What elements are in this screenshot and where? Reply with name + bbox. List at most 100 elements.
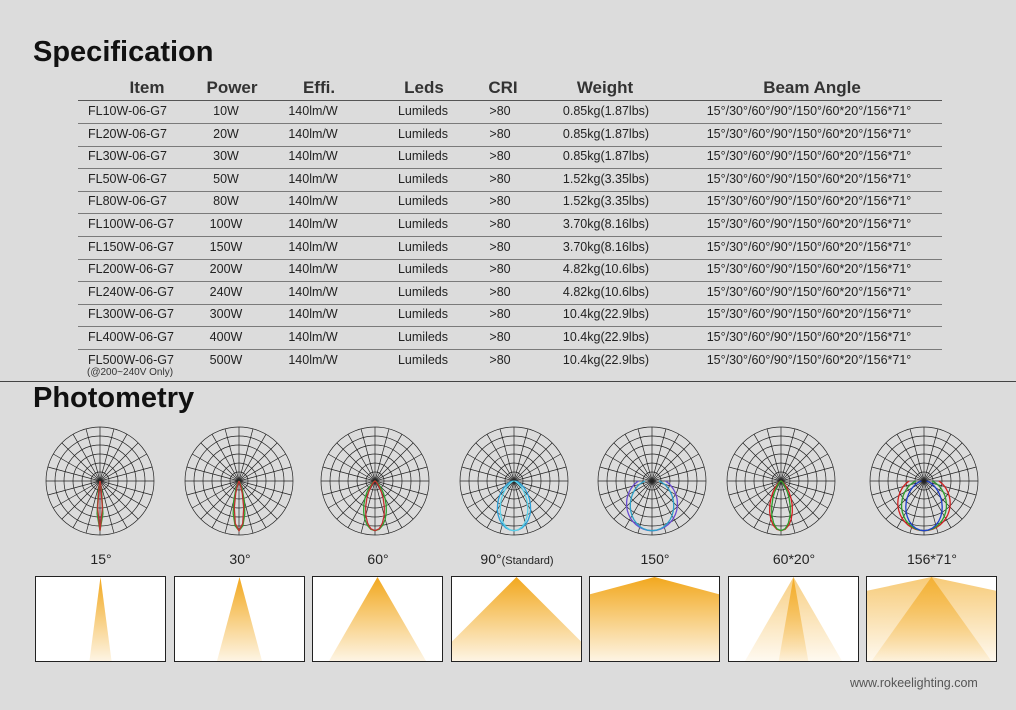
light-cone <box>452 577 581 661</box>
table-row: FL20W-06-G7 20W 140lm/W Lumileds >80 0.85kg(1… <box>0 124 1016 147</box>
cell-effi: 140lm/W <box>288 149 338 164</box>
cell-cri: >80 <box>489 126 511 141</box>
cell-effi: 140lm/W <box>288 352 338 367</box>
cell-leds: Lumileds <box>397 262 449 277</box>
light-cone <box>871 577 992 661</box>
cell-cri: >80 <box>489 262 511 277</box>
light-cone-icon <box>590 577 719 661</box>
beam-angle-label: 30° <box>178 551 302 567</box>
polar-diagram <box>45 426 155 536</box>
cell-cri: >80 <box>489 352 511 367</box>
light-cone-icon <box>89 577 112 661</box>
row-rule <box>78 190 942 192</box>
beam-angle-label: 15° <box>39 551 163 567</box>
table-row: FL400W-06-G7 400W 140lm/W Lumileds >80 10.4kg… <box>0 327 1016 350</box>
header-leds: Leds <box>404 78 444 97</box>
cell-weight: 1.52kg(3.35lbs) <box>562 194 650 209</box>
cell-effi: 140lm/W <box>288 307 338 322</box>
voltage-note: (@200~240V Only) <box>87 367 174 378</box>
photometry-title: Photometry <box>33 382 195 414</box>
header-weight: Weight <box>576 78 634 97</box>
header-beam-angle: Beam Angle <box>763 78 861 97</box>
row-rule <box>78 281 942 283</box>
light-cone-icon <box>867 577 996 661</box>
light-cone <box>590 577 719 661</box>
cell-effi: 140lm/W <box>288 239 338 254</box>
cell-cri: >80 <box>489 330 511 344</box>
cell-leds: Lumileds <box>397 194 449 209</box>
row-rule <box>78 303 942 305</box>
polar-grid-icon <box>869 426 979 536</box>
cell-weight: 4.82kg(10.6lbs) <box>562 284 650 299</box>
cell-weight: 0.85kg(1.87lbs) <box>562 104 650 118</box>
cell-effi: 140lm/W <box>288 104 338 118</box>
beam-angle-value: 60*20° <box>772 551 816 567</box>
cell-beam: 15°/30°/60°/90°/150°/60*20°/156*71° <box>706 262 912 277</box>
beam-spread-illustration <box>589 576 720 662</box>
beam-spread-illustration <box>866 576 997 662</box>
polar-diagram <box>726 426 836 536</box>
cell-beam: 15°/30°/60°/90°/150°/60*20°/156*71° <box>706 217 912 231</box>
cell-beam: 15°/30°/60°/90°/150°/60*20°/156*71° <box>706 307 912 322</box>
cell-cri: >80 <box>489 284 511 299</box>
cell-leds: Lumileds <box>397 307 449 322</box>
cell-cri: >80 <box>489 171 511 186</box>
cell-item: FL10W-06-G7 <box>88 104 167 118</box>
website-url: www.rokeelighting.com <box>850 676 978 690</box>
intensity-curve <box>771 480 791 532</box>
row-rule <box>78 213 942 215</box>
cell-cri: >80 <box>489 239 511 254</box>
header-power: Power <box>206 78 258 97</box>
cell-beam: 15°/30°/60°/90°/150°/60*20°/156*71° <box>706 126 912 141</box>
cell-cri: >80 <box>489 149 511 164</box>
row-rule <box>78 145 942 147</box>
section-divider <box>0 381 1016 382</box>
table-row: FL240W-06-G7 240W 140lm/W Lumileds >80 4.82kg… <box>0 282 1016 305</box>
cell-power: 80W <box>213 194 239 209</box>
intensity-curve <box>629 480 675 532</box>
cell-effi: 140lm/W <box>288 217 338 231</box>
cell-item: FL300W-06-G7 <box>88 307 174 322</box>
cell-item: FL100W-06-G7 <box>88 217 174 231</box>
cell-power: 150W <box>209 239 243 254</box>
beam-angle-value: 60° <box>367 551 389 567</box>
polar-diagram <box>869 426 979 536</box>
header-cri: CRI <box>488 78 518 97</box>
polar-grid-icon <box>184 426 294 536</box>
header-item: Item <box>129 78 165 97</box>
beam-spread-illustration <box>35 576 166 662</box>
cell-item: FL20W-06-G7 <box>88 126 167 141</box>
cell-cri: >80 <box>489 217 511 231</box>
cell-beam: 15°/30°/60°/90°/150°/60*20°/156*71° <box>706 194 912 209</box>
row-rule <box>78 258 942 260</box>
light-cone <box>89 577 112 661</box>
cell-weight: 1.52kg(3.35lbs) <box>562 171 650 186</box>
cell-effi: 140lm/W <box>288 284 338 299</box>
cell-power: 200W <box>209 262 243 277</box>
beam-angle-value: 90° <box>480 551 502 567</box>
table-row: FL80W-06-G7 80W 140lm/W Lumileds >80 1.52kg(3… <box>0 191 1016 215</box>
cell-power: 500W <box>209 352 243 367</box>
beam-angle-value: 150° <box>640 551 670 567</box>
polar-diagram <box>184 426 294 536</box>
cell-cri: >80 <box>489 307 511 322</box>
cell-power: 300W <box>209 307 243 322</box>
cell-weight: 10.4kg(22.9lbs) <box>562 330 650 344</box>
cell-leds: Lumileds <box>397 217 449 231</box>
cell-cri: >80 <box>489 104 511 118</box>
cell-effi: 140lm/W <box>288 194 338 209</box>
cell-leds: Lumileds <box>397 284 449 299</box>
cell-power: 100W <box>209 217 243 231</box>
cell-item: FL30W-06-G7 <box>88 149 167 164</box>
cell-weight: 0.85kg(1.87lbs) <box>562 149 650 164</box>
beam-angle-value: 15° <box>90 551 112 567</box>
cell-power: 400W <box>209 330 243 344</box>
cell-weight: 10.4kg(22.9lbs) <box>562 307 650 322</box>
table-row: FL500W-06-G7 500W 140lm/W Lumileds >80 10.4kg… <box>0 350 1016 372</box>
cell-item: FL80W-06-G7 <box>88 194 167 209</box>
cell-item: FL500W-06-G7 <box>88 352 174 367</box>
cell-weight: 3.70kg(8.16lbs) <box>562 239 650 254</box>
beam-angle-label: 60*20° <box>732 551 856 567</box>
cell-leds: Lumileds <box>397 149 449 164</box>
row-rule <box>78 123 942 124</box>
